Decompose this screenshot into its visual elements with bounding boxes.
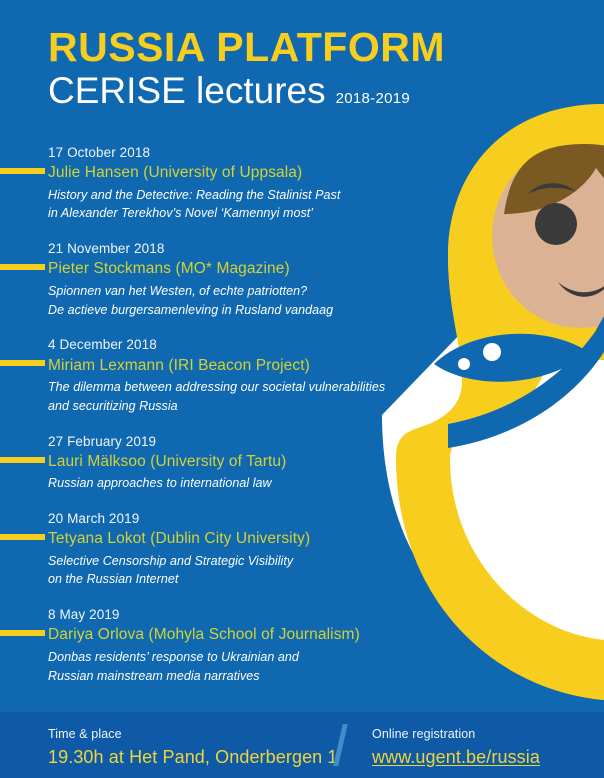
doll-hood-fill [418, 104, 604, 430]
doll-scarf-motif [434, 316, 604, 382]
time-place-label: Time & place [48, 727, 122, 741]
lecture-speaker: Miriam Lexmann (IRI Beacon Project) [48, 356, 310, 374]
lecture-description: Donbas residents’ response to Ukrainian … [48, 648, 420, 686]
lecture-date: 17 October 2018 [48, 145, 151, 160]
lecture-description-line: in Alexander Terekhov’s Novel ‘Kamennyi … [48, 206, 314, 221]
lecture-description-line: Selective Censorship and Strategic Visib… [48, 553, 294, 568]
lecture-date: 4 December 2018 [48, 337, 157, 353]
lecture-date: 8 May 2019 [48, 607, 120, 623]
doll-hair [504, 144, 604, 214]
list-item: 4 December 2018 Miriam Lexmann (IRI Beac… [0, 336, 420, 415]
lecture-description-line: Donbas residents’ response to Ukrainian … [48, 649, 299, 664]
lecture-description-line: The dilemma between addressing our socie… [48, 380, 386, 395]
doll-headscarf [396, 104, 604, 700]
lecture-speaker: Julie Hansen (University of Uppsala) [48, 164, 303, 182]
doll-eyebrow [528, 183, 576, 194]
lecture-speaker: Tetyana Lokot (Dublin City University) [48, 530, 311, 548]
registration-url-link[interactable]: www.ugent.be/russia [372, 746, 540, 767]
subtitle-row: CERISE lectures 2018-2019 [48, 70, 445, 112]
list-item: 17 October 2018 Julie Hansen (University… [0, 144, 420, 223]
lecture-description: The dilemma between addressing our socie… [48, 378, 420, 416]
academic-year-label: 2018-2019 [335, 90, 411, 108]
footer-inner: Time & place 19.30h at Het Pand, Onderbe… [0, 712, 604, 778]
lecture-date: 21 November 2018 [48, 241, 165, 257]
lecture-dash-icon [0, 360, 45, 367]
lecture-description-line: Spionnen van het Westen, of echte patrio… [48, 283, 308, 298]
lecture-dash-icon [0, 630, 45, 637]
doll-eye [535, 203, 577, 245]
lecture-description: Spionnen van het Westen, of echte patrio… [48, 282, 420, 320]
lecture-date: 27 February 2019 [48, 433, 157, 449]
lecture-speaker: Dariya Orlova (Mohyla School of Journali… [48, 626, 360, 644]
doll-scarf-band [448, 318, 604, 448]
poster-header: RUSSIA PLATFORM CERISE lectures 2018-201… [48, 24, 445, 112]
lecture-description-line: Russian approaches to international law [48, 476, 272, 491]
list-item: 21 November 2018 Pieter Stockmans (MO* M… [0, 240, 420, 319]
page-title: RUSSIA PLATFORM [48, 24, 445, 70]
lecture-list: 17 October 2018 Julie Hansen (University… [0, 144, 420, 702]
doll-apron-rim [396, 456, 604, 700]
list-item: 20 March 2019 Tetyana Lokot (Dublin City… [0, 510, 420, 589]
lecture-dash-icon [0, 456, 45, 463]
lecture-date: 20 March 2019 [48, 511, 140, 526]
lecture-description-line: on the Russian Internet [48, 572, 179, 587]
lecture-speaker: Lauri Mälksoo (University of Tartu) [48, 452, 287, 470]
lecture-description-line: and securitizing Russia [48, 398, 178, 413]
doll-mouth [558, 282, 604, 297]
time-and-place-block: Time & place 19.30h at Het Pand, Onderbe… [48, 726, 338, 769]
doll-face [492, 144, 604, 328]
lecture-description-line: Russian mainstream media narratives [48, 668, 260, 683]
lecture-speaker: Pieter Stockmans (MO* Magazine) [48, 260, 290, 278]
lecture-description-line: De actieve burgersamenleving in Rusland … [48, 302, 334, 317]
page-subtitle: CERISE lectures [48, 70, 326, 112]
poster-footer: Time & place 19.30h at Het Pand, Onderbe… [0, 712, 604, 778]
lecture-description: Selective Censorship and Strategic Visib… [48, 552, 420, 590]
list-item: 27 February 2019 Lauri Mälksoo (Universi… [0, 433, 420, 493]
lecture-description-line: History and the Detective: Reading the S… [48, 187, 341, 202]
registration-label: Online registration [372, 727, 476, 741]
lecture-dash-icon [0, 264, 45, 271]
lecture-description: History and the Detective: Reading the S… [48, 186, 420, 224]
list-item: 8 May 2019 Dariya Orlova (Mohyla School … [0, 606, 420, 685]
time-place-value: 19.30h at Het Pand, Onderbergen 1 [48, 746, 338, 767]
lecture-dash-icon [0, 534, 45, 540]
registration-block: Online registration www.ugent.be/russia [372, 726, 540, 769]
lecture-dash-icon [0, 168, 45, 174]
lecture-description: Russian approaches to international law [48, 474, 420, 493]
